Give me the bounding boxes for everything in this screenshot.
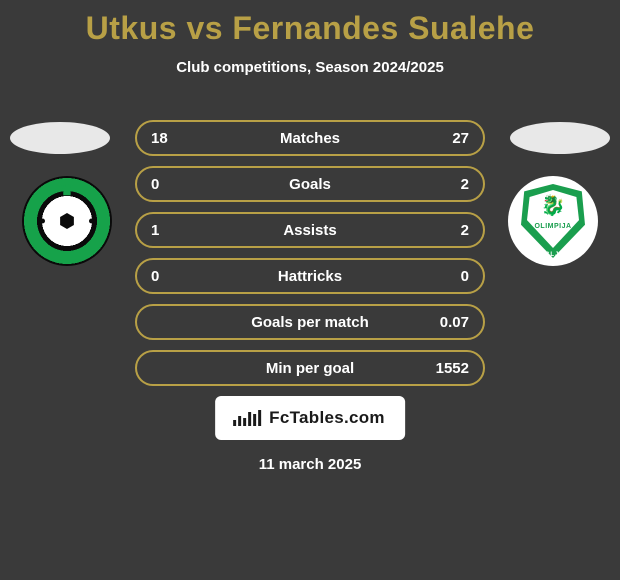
- club-logo-right: 🐉 OLIMPIJA LJUBLJANA: [508, 176, 598, 266]
- club-logo-right-graphic: 🐉 OLIMPIJA LJUBLJANA: [508, 176, 598, 266]
- stat-left-value: 0: [151, 176, 181, 193]
- crown-icon: ♛: [60, 180, 74, 200]
- stat-label: Min per goal: [137, 360, 483, 377]
- stat-right-value: 1552: [436, 360, 469, 377]
- stat-row-assists: 1 Assists 2: [135, 212, 485, 248]
- stat-left-value: 1: [151, 222, 181, 239]
- stat-label: Goals: [137, 176, 483, 193]
- stat-label: Matches: [137, 130, 483, 147]
- brand-label: FcTables.com: [269, 408, 385, 428]
- stat-right-value: 27: [439, 130, 469, 147]
- stat-label: Assists: [137, 222, 483, 239]
- club-right-label-top: OLIMPIJA: [527, 223, 579, 230]
- stat-row-goals: 0 Goals 2: [135, 166, 485, 202]
- page-title: Utkus vs Fernandes Sualehe: [0, 0, 620, 47]
- hexagon-icon: [59, 213, 75, 229]
- stat-row-hattricks: 0 Hattricks 0: [135, 258, 485, 294]
- club-right-label-bottom: LJUBLJANA: [523, 252, 583, 258]
- stat-left-value: 0: [151, 268, 181, 285]
- dragon-icon: 🐉: [541, 196, 566, 216]
- player-left-placeholder: [10, 122, 110, 154]
- stat-right-value: 2: [439, 176, 469, 193]
- stat-right-value: 0.07: [439, 314, 469, 331]
- stats-column: 18 Matches 27 0 Goals 2 1 Assists 2 0 Ha…: [135, 120, 485, 396]
- stat-row-goals-per-match: Goals per match 0.07: [135, 304, 485, 340]
- club-logo-left: ♛: [22, 176, 112, 266]
- player-right-placeholder: [510, 122, 610, 154]
- stat-left-value: 18: [151, 130, 181, 147]
- footer-date: 11 march 2025: [0, 456, 620, 473]
- brand-pill[interactable]: FcTables.com: [215, 396, 405, 440]
- stat-label: Goals per match: [137, 314, 483, 331]
- stat-label: Hattricks: [137, 268, 483, 285]
- stat-row-matches: 18 Matches 27: [135, 120, 485, 156]
- stat-row-min-per-goal: Min per goal 1552: [135, 350, 485, 386]
- stat-right-value: 2: [439, 222, 469, 239]
- stat-right-value: 0: [439, 268, 469, 285]
- bar-chart-icon: [233, 410, 261, 426]
- club-logo-left-graphic: ♛: [22, 176, 112, 266]
- season-subtitle: Club competitions, Season 2024/2025: [0, 59, 620, 76]
